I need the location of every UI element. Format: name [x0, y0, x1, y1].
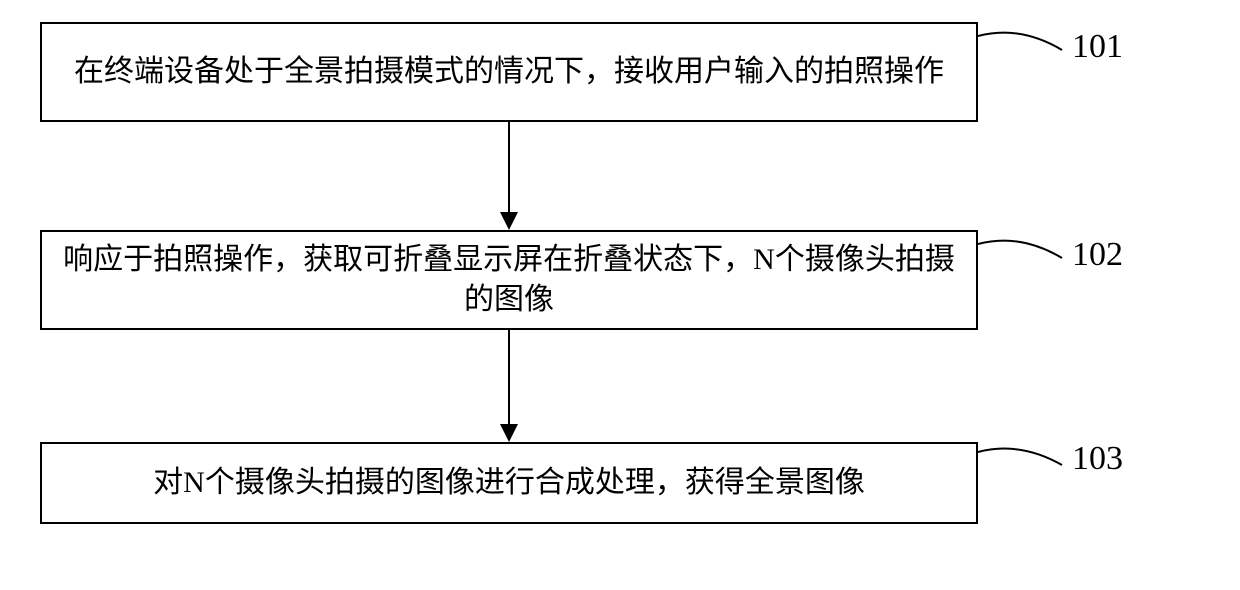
flow-step-text: 在终端设备处于全景拍摄模式的情况下，接收用户输入的拍照操作: [74, 52, 944, 93]
flow-step-step-101: 在终端设备处于全景拍摄模式的情况下，接收用户输入的拍照操作: [40, 22, 978, 122]
flow-step-label-step-102: 102: [1072, 236, 1123, 274]
flow-step-step-102: 响应于拍照操作，获取可折叠显示屏在折叠状态下，N个摄像头拍摄的图像: [40, 230, 978, 330]
flowchart-canvas: 在终端设备处于全景拍摄模式的情况下，接收用户输入的拍照操作 101 响应于拍照操作，…: [0, 0, 1240, 590]
flow-step-text: 响应于拍照操作，获取可折叠显示屏在折叠状态下，N个摄像头拍摄的图像: [52, 240, 966, 321]
flow-step-label-step-103: 103: [1072, 440, 1123, 478]
flow-step-step-103: 对N个摄像头拍摄的图像进行合成处理，获得全景图像: [40, 442, 978, 524]
flow-arrow: [497, 122, 521, 230]
flow-step-label-step-101: 101: [1072, 28, 1123, 66]
flow-step-text: 对N个摄像头拍摄的图像进行合成处理，获得全景图像: [153, 463, 865, 504]
flow-arrow: [497, 330, 521, 442]
